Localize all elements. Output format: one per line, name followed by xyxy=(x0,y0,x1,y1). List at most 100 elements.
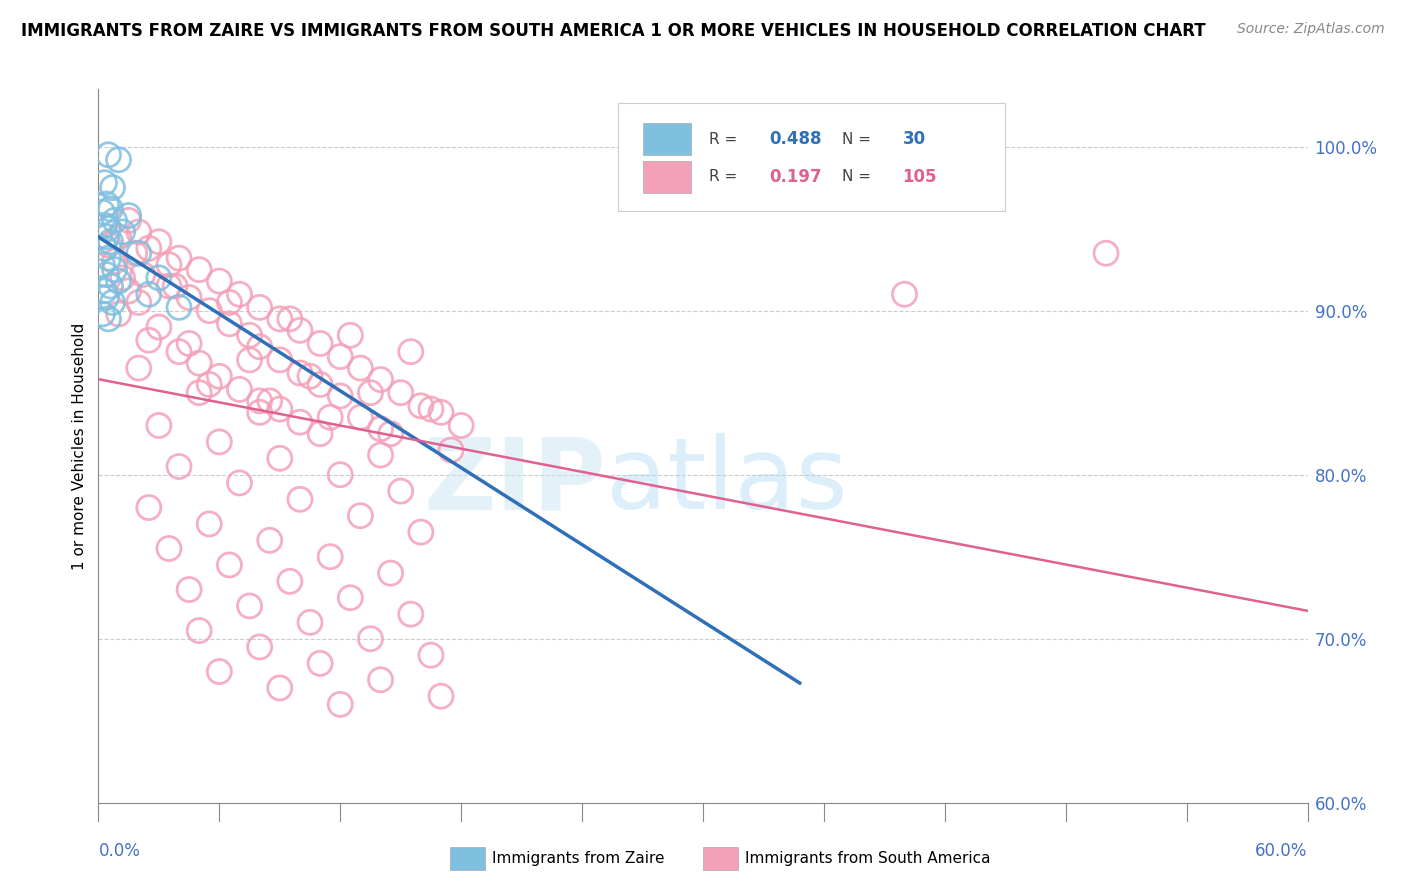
Point xyxy=(100,202,122,216)
Point xyxy=(118,209,141,223)
Point xyxy=(299,369,322,384)
Point xyxy=(132,268,155,282)
Point xyxy=(96,268,118,282)
Point xyxy=(309,336,332,351)
Text: N =: N = xyxy=(842,132,876,146)
Point xyxy=(339,328,361,343)
Point xyxy=(370,673,392,687)
Point xyxy=(249,405,271,419)
Point xyxy=(157,541,180,556)
Point xyxy=(409,399,432,413)
Point xyxy=(100,279,122,293)
Point xyxy=(339,591,361,605)
Point xyxy=(1095,246,1118,260)
Text: R =: R = xyxy=(709,132,742,146)
Point xyxy=(167,344,190,359)
Point xyxy=(93,284,115,298)
Point xyxy=(97,251,120,265)
Point xyxy=(157,258,180,272)
Text: 0.197: 0.197 xyxy=(769,168,823,186)
Point xyxy=(93,176,115,190)
Text: 60.0%: 60.0% xyxy=(1256,842,1308,860)
Point xyxy=(97,311,120,326)
Point xyxy=(218,317,240,331)
Text: R =: R = xyxy=(709,169,742,185)
Point xyxy=(111,225,134,239)
Point xyxy=(96,230,118,244)
Point xyxy=(107,274,129,288)
Point xyxy=(420,402,443,417)
Point xyxy=(269,451,291,466)
Point xyxy=(269,402,291,417)
Point xyxy=(179,582,201,597)
Point xyxy=(91,258,114,272)
Point xyxy=(249,640,271,654)
Point xyxy=(97,221,120,235)
Point xyxy=(370,448,392,462)
Point xyxy=(249,301,271,315)
Point xyxy=(380,566,402,581)
Point xyxy=(198,377,221,392)
Point xyxy=(218,295,240,310)
Point xyxy=(101,180,124,194)
Point xyxy=(96,197,118,211)
Point xyxy=(228,475,250,490)
Point xyxy=(128,246,150,260)
Text: 0.488: 0.488 xyxy=(769,130,823,148)
Text: Source: ZipAtlas.com: Source: ZipAtlas.com xyxy=(1237,22,1385,37)
Point xyxy=(103,262,125,277)
Point xyxy=(228,287,250,301)
Point xyxy=(259,533,281,548)
Point xyxy=(218,558,240,572)
Point xyxy=(208,665,231,679)
Text: Immigrants from South America: Immigrants from South America xyxy=(745,852,991,866)
Point xyxy=(97,238,120,252)
Text: atlas: atlas xyxy=(606,434,848,530)
Point xyxy=(239,352,262,367)
Point xyxy=(389,385,412,400)
Point xyxy=(91,307,114,321)
Point xyxy=(208,274,231,288)
Point xyxy=(430,689,453,703)
Point xyxy=(370,373,392,387)
FancyBboxPatch shape xyxy=(619,103,1005,211)
Point xyxy=(208,434,231,449)
Text: ZIP: ZIP xyxy=(423,434,606,530)
Point xyxy=(299,615,322,630)
Point xyxy=(198,303,221,318)
Point xyxy=(440,443,463,458)
Point xyxy=(249,393,271,408)
Y-axis label: 1 or more Vehicles in Household: 1 or more Vehicles in Household xyxy=(72,322,87,570)
Point xyxy=(329,389,352,403)
Point xyxy=(118,284,141,298)
Point xyxy=(420,648,443,662)
Point xyxy=(93,241,115,255)
Point xyxy=(103,213,125,227)
Point xyxy=(188,356,211,370)
Point xyxy=(269,311,291,326)
Point xyxy=(389,484,412,499)
Point xyxy=(278,574,301,589)
Point xyxy=(167,301,190,315)
Point xyxy=(128,295,150,310)
Point xyxy=(269,681,291,695)
Point xyxy=(288,323,311,337)
Point xyxy=(450,418,472,433)
Point xyxy=(278,311,301,326)
Point xyxy=(148,320,170,334)
Point xyxy=(239,328,262,343)
Bar xyxy=(643,161,690,193)
Point xyxy=(319,410,342,425)
Point xyxy=(167,459,190,474)
Point xyxy=(179,291,201,305)
Point xyxy=(399,607,422,622)
Point xyxy=(349,508,371,523)
Bar xyxy=(643,123,690,155)
Point xyxy=(399,344,422,359)
Point xyxy=(96,291,118,305)
Point xyxy=(138,500,160,515)
Point xyxy=(148,270,170,285)
Text: Immigrants from Zaire: Immigrants from Zaire xyxy=(492,852,665,866)
Point xyxy=(208,369,231,384)
Point xyxy=(91,205,114,219)
